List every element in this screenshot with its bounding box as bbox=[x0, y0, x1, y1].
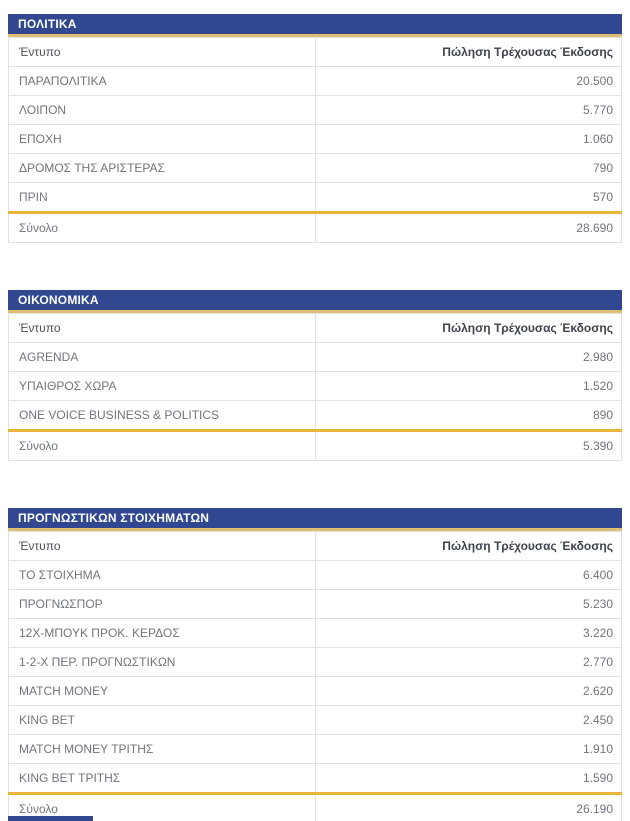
category-title: ΟΙΚΟΝΟΜΙΚΑ bbox=[18, 293, 99, 307]
sales-value: 5.230 bbox=[315, 589, 622, 619]
column-header-name: Έντυπο bbox=[7, 531, 317, 561]
table-row: ΔΡΟΜΟΣ ΤΗΣ ΑΡΙΣΤΕΡΑΣ 790 bbox=[7, 153, 622, 183]
category-header-bar: ΠΡΟΓΝΩΣΤΙΚΩΝ ΣΤΟΙΧΗΜΑΤΩΝ bbox=[8, 508, 622, 531]
publication-name: ΠΡΙΝ bbox=[7, 182, 317, 213]
table-row: KING BET 2.450 bbox=[7, 705, 622, 735]
total-row: Σύνολο 28.690 bbox=[7, 211, 622, 243]
table-row: ΥΠΑΙΘΡΟΣ ΧΩΡΑ 1.520 bbox=[7, 371, 622, 401]
sales-value: 2.980 bbox=[315, 342, 622, 372]
table-row: KING BET ΤΡΙΤΗΣ 1.590 bbox=[7, 763, 622, 794]
sales-value: 1.520 bbox=[315, 371, 622, 401]
publication-name: ΔΡΟΜΟΣ ΤΗΣ ΑΡΙΣΤΕΡΑΣ bbox=[7, 153, 317, 183]
cutoff-next-category-bar bbox=[8, 816, 93, 821]
publication-name: MATCH MONEY ΤΡΙΤΗΣ bbox=[7, 734, 317, 764]
sales-value: 1.590 bbox=[315, 763, 622, 794]
category-section: ΟΙΚΟΝΟΜΙΚΑ Έντυπο Πώληση Τρέχουσας Έκδοσ… bbox=[7, 290, 622, 461]
column-header-sales: Πώληση Τρέχουσας Έκδοσης bbox=[315, 313, 622, 343]
table-row: ΠΑΡΑΠΟΛΙΤΙΚΑ 20.500 bbox=[7, 66, 622, 96]
total-value: 26.190 bbox=[315, 792, 622, 821]
table-row: AGRENDA 2.980 bbox=[7, 342, 622, 372]
column-header-row: Έντυπο Πώληση Τρέχουσας Έκδοσης bbox=[7, 531, 622, 561]
column-header-sales: Πώληση Τρέχουσας Έκδοσης bbox=[315, 531, 622, 561]
publication-name: ΠΑΡΑΠΟΛΙΤΙΚΑ bbox=[7, 66, 317, 96]
column-header-row: Έντυπο Πώληση Τρέχουσας Έκδοσης bbox=[7, 313, 622, 343]
sales-value: 1.060 bbox=[315, 124, 622, 154]
total-row: Σύνολο 5.390 bbox=[7, 429, 622, 461]
publication-name: 12Χ-ΜΠΟΥΚ ΠΡΟΚ. ΚΕΡΔΟΣ bbox=[7, 618, 317, 648]
category-header-bar: ΟΙΚΟΝΟΜΙΚΑ bbox=[8, 290, 622, 313]
table-row: 1-2-Χ ΠΕΡ. ΠΡΟΓΝΩΣΤΙΚΩΝ 2.770 bbox=[7, 647, 622, 677]
table-row: ONE VOICE BUSINESS & POLITICS 890 bbox=[7, 400, 622, 431]
column-header-row: Έντυπο Πώληση Τρέχουσας Έκδοσης bbox=[7, 37, 622, 67]
sales-value: 5.770 bbox=[315, 95, 622, 125]
publication-name: AGRENDA bbox=[7, 342, 317, 372]
sales-table: Έντυπο Πώληση Τρέχουσας Έκδοσης ΠΑΡΑΠΟΛΙ… bbox=[7, 37, 622, 243]
sales-value: 890 bbox=[315, 400, 622, 431]
sales-value: 570 bbox=[315, 182, 622, 213]
sales-value: 2.620 bbox=[315, 676, 622, 706]
sales-value: 2.450 bbox=[315, 705, 622, 735]
publication-name: ONE VOICE BUSINESS & POLITICS bbox=[7, 400, 317, 431]
publication-name: ΥΠΑΙΘΡΟΣ ΧΩΡΑ bbox=[7, 371, 317, 401]
table-row: ΠΡΟΓΝΩΣΠΟΡ 5.230 bbox=[7, 589, 622, 619]
sales-value: 6.400 bbox=[315, 560, 622, 590]
publication-name: KING BET bbox=[7, 705, 317, 735]
table-row: MATCH MONEY ΤΡΙΤΗΣ 1.910 bbox=[7, 734, 622, 764]
publication-name: 1-2-Χ ΠΕΡ. ΠΡΟΓΝΩΣΤΙΚΩΝ bbox=[7, 647, 317, 677]
sales-value: 790 bbox=[315, 153, 622, 183]
total-value: 28.690 bbox=[315, 211, 622, 243]
table-row: ΠΡΙΝ 570 bbox=[7, 182, 622, 213]
total-row: Σύνολο 26.190 bbox=[7, 792, 622, 821]
publication-name: ΠΡΟΓΝΩΣΠΟΡ bbox=[7, 589, 317, 619]
sales-value: 2.770 bbox=[315, 647, 622, 677]
category-header-bar: ΠΟΛΙΤΙΚΑ bbox=[8, 14, 622, 37]
category-title: ΠΡΟΓΝΩΣΤΙΚΩΝ ΣΤΟΙΧΗΜΑΤΩΝ bbox=[18, 511, 210, 525]
column-header-name: Έντυπο bbox=[7, 37, 317, 67]
publication-name: ΛΟΙΠΟΝ bbox=[7, 95, 317, 125]
category-section: ΠΟΛΙΤΙΚΑ Έντυπο Πώληση Τρέχουσας Έκδοσης… bbox=[7, 14, 622, 243]
category-title: ΠΟΛΙΤΙΚΑ bbox=[18, 17, 77, 31]
column-header-sales: Πώληση Τρέχουσας Έκδοσης bbox=[315, 37, 622, 67]
table-row: MATCH MONEY 2.620 bbox=[7, 676, 622, 706]
total-value: 5.390 bbox=[315, 429, 622, 461]
sales-table: Έντυπο Πώληση Τρέχουσας Έκδοσης ΤΟ ΣΤΟΙΧ… bbox=[7, 531, 622, 821]
sales-value: 20.500 bbox=[315, 66, 622, 96]
sales-value: 3.220 bbox=[315, 618, 622, 648]
sales-value: 1.910 bbox=[315, 734, 622, 764]
table-row: ΤΟ ΣΤΟΙΧΗΜΑ 6.400 bbox=[7, 560, 622, 590]
table-row: ΕΠΟΧΗ 1.060 bbox=[7, 124, 622, 154]
publication-name: ΕΠΟΧΗ bbox=[7, 124, 317, 154]
total-label: Σύνολο bbox=[7, 429, 317, 461]
category-section: ΠΡΟΓΝΩΣΤΙΚΩΝ ΣΤΟΙΧΗΜΑΤΩΝ Έντυπο Πώληση Τ… bbox=[7, 508, 622, 821]
table-row: 12Χ-ΜΠΟΥΚ ΠΡΟΚ. ΚΕΡΔΟΣ 3.220 bbox=[7, 618, 622, 648]
sales-table: Έντυπο Πώληση Τρέχουσας Έκδοσης AGRENDA 2… bbox=[7, 313, 622, 461]
column-header-name: Έντυπο bbox=[7, 313, 317, 343]
publication-name: ΤΟ ΣΤΟΙΧΗΜΑ bbox=[7, 560, 317, 590]
table-row: ΛΟΙΠΟΝ 5.770 bbox=[7, 95, 622, 125]
publication-name: KING BET ΤΡΙΤΗΣ bbox=[7, 763, 317, 794]
total-label: Σύνολο bbox=[7, 211, 317, 243]
publication-name: MATCH MONEY bbox=[7, 676, 317, 706]
